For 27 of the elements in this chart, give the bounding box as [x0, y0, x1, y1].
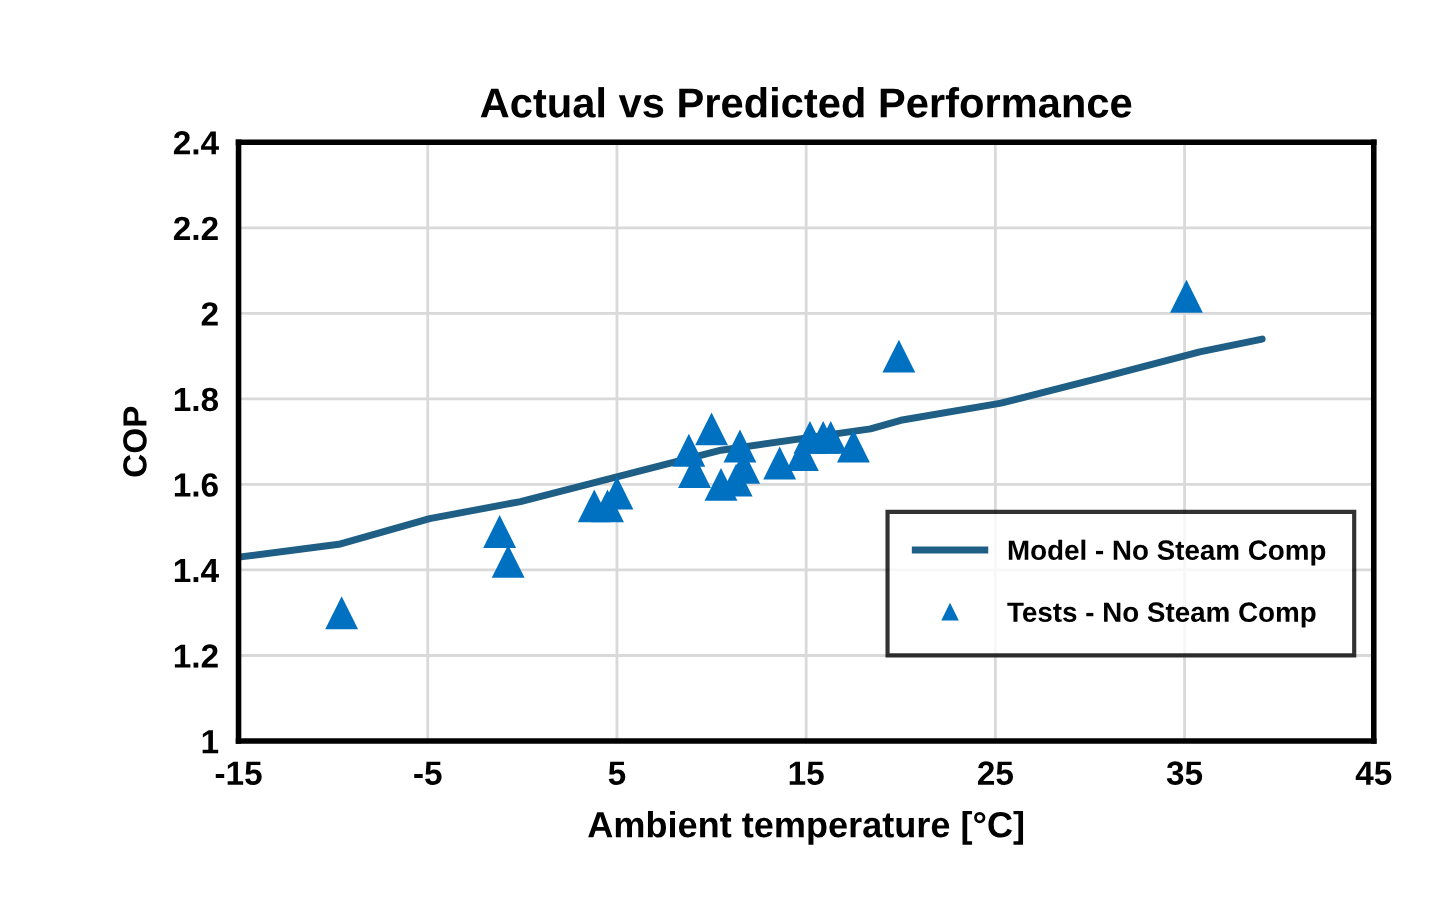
chart-title: Actual vs Predicted Performance	[480, 87, 1132, 118]
y-axis-title: COP	[123, 406, 147, 477]
y-tick-label: 2.4	[173, 131, 219, 155]
point	[1170, 279, 1203, 313]
point	[695, 412, 728, 446]
y-tick-label: 2	[201, 302, 218, 326]
point	[483, 515, 517, 548]
x-tick-label: 45	[1355, 761, 1392, 785]
x-tick-label: 25	[977, 761, 1013, 785]
point	[763, 446, 797, 480]
point	[837, 429, 870, 463]
point	[882, 339, 916, 373]
x-tick-label: -15	[215, 761, 262, 785]
y-tick-label: 1	[202, 730, 219, 754]
y-tick-label: 1.4	[174, 559, 219, 583]
x-tick-label: 35	[1166, 761, 1203, 786]
point	[325, 596, 359, 630]
y-tick-label: 2.2	[173, 216, 218, 240]
x-tick-label: 15	[789, 761, 824, 785]
y-tick-label: 1.6	[174, 473, 218, 497]
y-tick-label: 1.2	[174, 644, 218, 668]
x-tick-label: -5	[414, 761, 442, 785]
x-axis-title: Ambient temperature [°C]	[588, 811, 1024, 845]
y-tick-label: 1.8	[174, 387, 219, 412]
x-tick-label: 5	[608, 761, 626, 785]
legend-label: Tests - No Steam Comp	[1007, 602, 1316, 628]
legend-label: Model - No Steam Comp	[1008, 539, 1326, 566]
